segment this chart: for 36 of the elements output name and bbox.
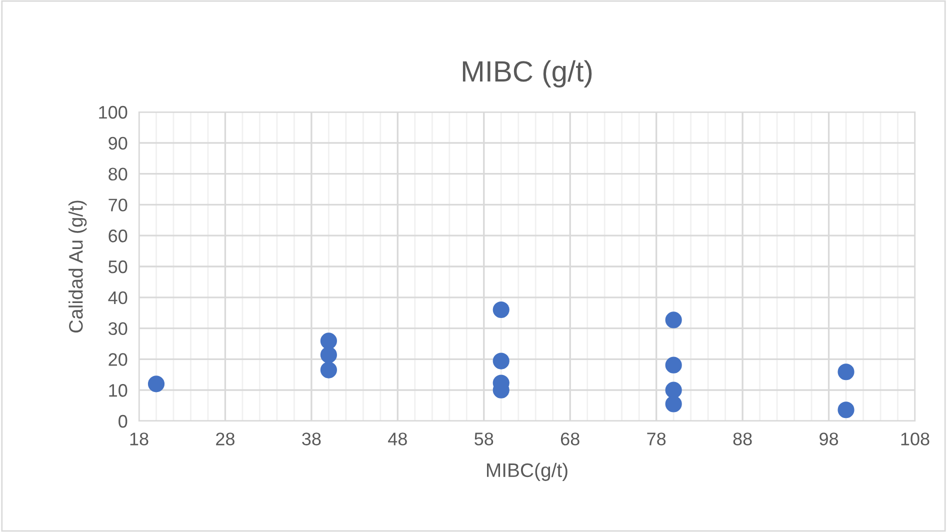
y-tick-label: 90 (108, 136, 128, 150)
point (838, 402, 854, 418)
point (665, 396, 682, 412)
point (492, 301, 510, 318)
y-axis-title: Calidad Au (g/t) (68, 200, 87, 333)
y-tick-label: 10 (109, 384, 128, 397)
y-tick-label: 0 (118, 414, 128, 428)
point (665, 356, 682, 374)
point (665, 382, 682, 398)
point (320, 332, 337, 350)
y-tick-label: 60 (108, 230, 128, 242)
y-tick-label: 30 (108, 322, 128, 336)
x-tick-label: 48 (388, 432, 407, 446)
point (492, 352, 510, 370)
x-tick-label: 38 (302, 432, 321, 446)
x-tick-label: 28 (216, 432, 234, 446)
y-tick-label: 100 (99, 106, 128, 119)
y-tick-label: 80 (108, 168, 128, 181)
y-tick-label: 40 (108, 291, 128, 304)
y-tick-label: 50 (108, 260, 128, 274)
point (838, 364, 854, 380)
x-tick-label: 98 (820, 432, 838, 446)
x-tick-label: 58 (474, 432, 494, 446)
x-tick-label: 108 (901, 432, 930, 446)
point (320, 346, 337, 364)
point (320, 362, 337, 378)
y-tick-label: 20 (108, 353, 128, 366)
point (148, 376, 165, 392)
point (665, 312, 682, 328)
x-tick-label: 88 (733, 432, 752, 446)
x-tick-label: 18 (130, 432, 148, 446)
y-tick-label: 70 (108, 198, 128, 212)
x-axis-title: MIBC(g/t) (487, 462, 568, 481)
chart-title: MIBC (g/t) (462, 60, 592, 88)
x-tick-label: 68 (560, 432, 580, 446)
x-tick-label: 78 (647, 432, 666, 446)
